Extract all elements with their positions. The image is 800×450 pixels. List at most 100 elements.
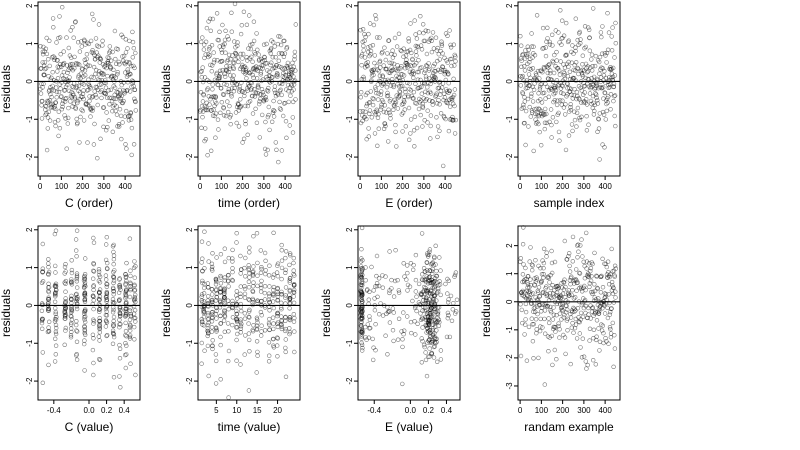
data-point <box>285 60 291 66</box>
data-point <box>124 288 129 293</box>
data-point <box>132 337 137 342</box>
y-tick-label: 0 <box>25 303 34 308</box>
data-point <box>373 322 378 327</box>
data-point <box>123 274 129 279</box>
data-point <box>132 308 138 313</box>
data-point <box>445 33 450 38</box>
data-point <box>551 60 556 65</box>
data-point <box>230 256 235 261</box>
data-point <box>587 281 592 286</box>
data-point <box>426 61 431 66</box>
x-tick-label: 200 <box>236 182 250 191</box>
data-point <box>410 68 416 74</box>
data-point <box>69 314 74 319</box>
data-point <box>378 301 383 306</box>
data-point <box>97 280 103 285</box>
data-point <box>241 9 247 15</box>
data-point <box>428 292 433 297</box>
x-tick-label: 300 <box>257 182 271 191</box>
data-point <box>209 94 214 100</box>
data-point <box>260 58 265 64</box>
data-point <box>560 300 565 305</box>
data-point <box>199 239 205 244</box>
data-point <box>205 86 211 91</box>
data-point <box>371 345 376 350</box>
data-point <box>218 273 223 279</box>
data-point <box>573 267 579 272</box>
data-point <box>550 362 555 368</box>
data-point <box>581 84 587 89</box>
data-point <box>421 294 427 300</box>
data-point <box>413 252 419 258</box>
data-point <box>38 91 44 96</box>
data-point <box>91 269 97 274</box>
data-point <box>279 289 284 295</box>
data-point <box>47 118 53 123</box>
data-point <box>222 310 227 316</box>
data-point <box>525 280 530 285</box>
data-point <box>408 117 414 122</box>
data-point <box>238 294 243 299</box>
data-point <box>556 285 561 291</box>
data-point <box>69 297 74 302</box>
data-point <box>218 286 224 291</box>
data-point <box>263 152 269 157</box>
data-point <box>111 249 116 255</box>
data-point <box>361 43 366 49</box>
data-point <box>213 135 218 140</box>
data-point <box>111 275 117 280</box>
data-point <box>259 63 264 68</box>
data-point <box>283 337 288 342</box>
data-point <box>423 357 429 363</box>
data-point <box>291 99 296 105</box>
data-point <box>428 315 433 321</box>
data-point <box>387 249 392 254</box>
data-point <box>133 99 138 105</box>
data-point <box>275 41 281 47</box>
data-point <box>605 259 611 264</box>
data-point <box>543 96 548 101</box>
data-point <box>549 295 554 300</box>
data-point <box>69 304 74 309</box>
data-point <box>254 120 260 126</box>
data-point <box>110 297 116 302</box>
data-point <box>202 348 207 353</box>
y-tick-label: -1 <box>505 115 514 123</box>
data-point <box>113 108 118 114</box>
data-point <box>537 328 543 334</box>
data-point <box>238 291 243 296</box>
data-point <box>275 286 280 291</box>
data-point <box>39 308 45 313</box>
data-point <box>562 112 568 117</box>
data-point <box>97 290 102 296</box>
data-point <box>360 118 365 124</box>
data-point <box>359 320 364 326</box>
data-point <box>375 82 380 87</box>
data-point <box>209 266 215 272</box>
data-point <box>549 248 554 254</box>
data-point <box>377 58 383 64</box>
data-point <box>198 69 204 75</box>
data-point <box>101 124 106 130</box>
data-point <box>359 280 364 285</box>
data-point <box>117 62 122 67</box>
data-point <box>247 275 252 280</box>
data-point <box>82 317 87 322</box>
data-point <box>206 285 211 290</box>
data-point <box>537 302 542 307</box>
data-point <box>420 272 425 277</box>
data-point <box>63 269 68 274</box>
data-point <box>578 317 583 322</box>
data-point <box>561 91 566 96</box>
data-point <box>525 52 531 57</box>
data-point <box>287 280 292 285</box>
data-point <box>69 320 74 326</box>
data-point <box>391 107 396 113</box>
data-point <box>230 247 235 253</box>
data-point <box>207 53 213 58</box>
data-point <box>395 81 400 87</box>
data-point <box>393 99 399 105</box>
data-point <box>541 90 547 96</box>
